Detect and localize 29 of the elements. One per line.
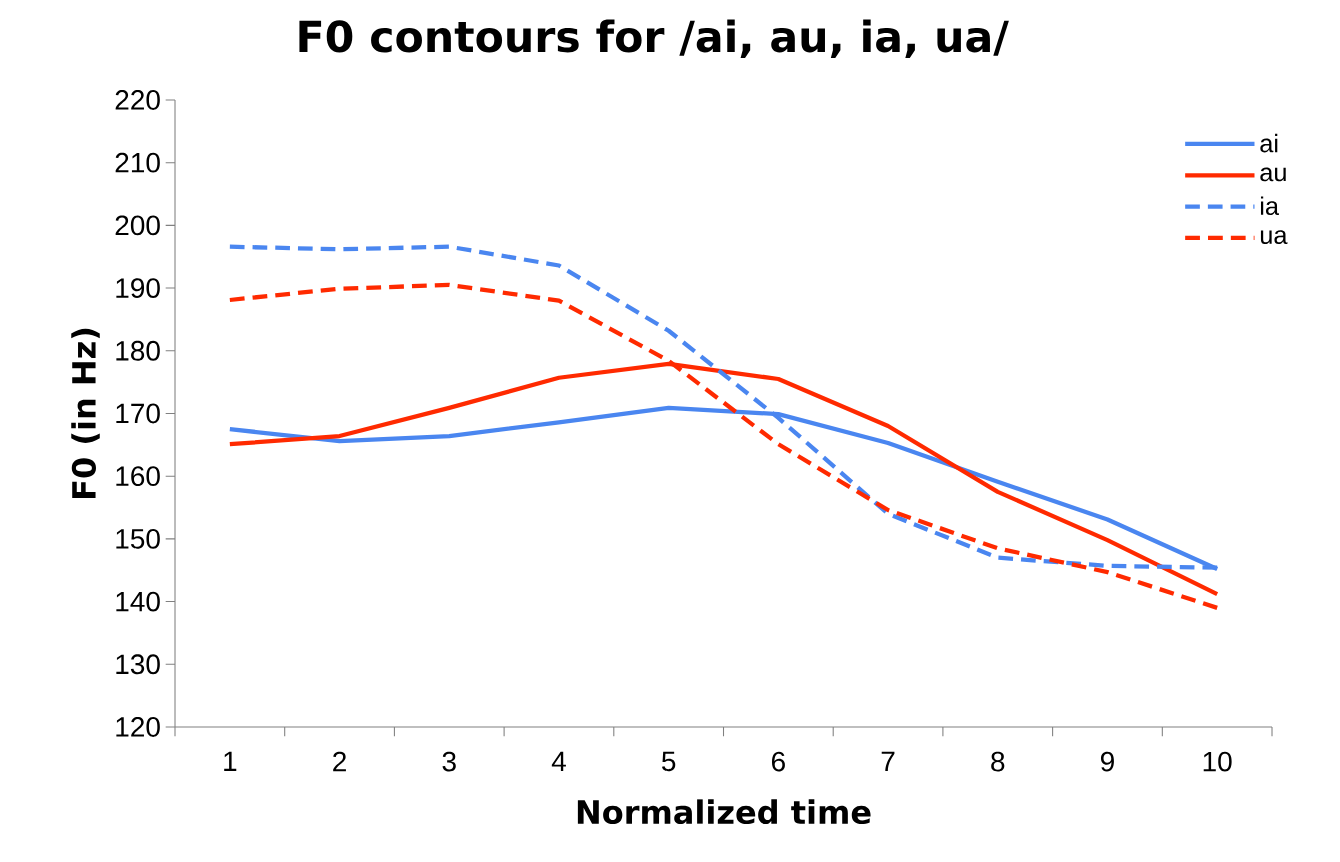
x-tick-label: 10 [1203,751,1232,772]
x-tick-label: 9 [1100,751,1114,772]
y-tick-label: 160 [116,466,160,487]
x-tick-label: 5 [662,751,676,772]
x-tick-label: 8 [991,751,1005,772]
legend-label: ua [1260,230,1288,245]
y-tick-label: 210 [115,152,160,173]
legend-label: au [1260,167,1286,182]
x-tick-label: 2 [333,751,346,772]
y-tick-label: 130 [116,654,160,675]
x-tick-label: 6 [771,751,785,772]
x-tick-label: 1 [224,751,237,771]
line-series [227,282,1220,610]
y-tick-label: 120 [116,717,160,737]
legend-label: ia [1260,196,1280,216]
x-tick-label: 7 [881,751,895,771]
y-tick-label: 170 [116,403,160,424]
y-tick-label: 190 [116,278,160,298]
x-tick-label: 3 [442,751,456,772]
y-axis-title: F0 (in Hz) [71,328,100,498]
y-tick-label: 150 [116,528,160,549]
y-tick-label: 180 [116,340,160,361]
x-tick-label: 4 [551,751,566,771]
legend-label: ai [1260,133,1278,153]
y-tick-label: 140 [116,591,160,612]
x-axis-title: Normalized time [577,799,871,825]
chart-title: F0 contours for /ai, au, ia, ua/ [299,19,1009,58]
y-tick-label: 220 [115,90,160,110]
y-tick-label: 200 [115,215,160,236]
